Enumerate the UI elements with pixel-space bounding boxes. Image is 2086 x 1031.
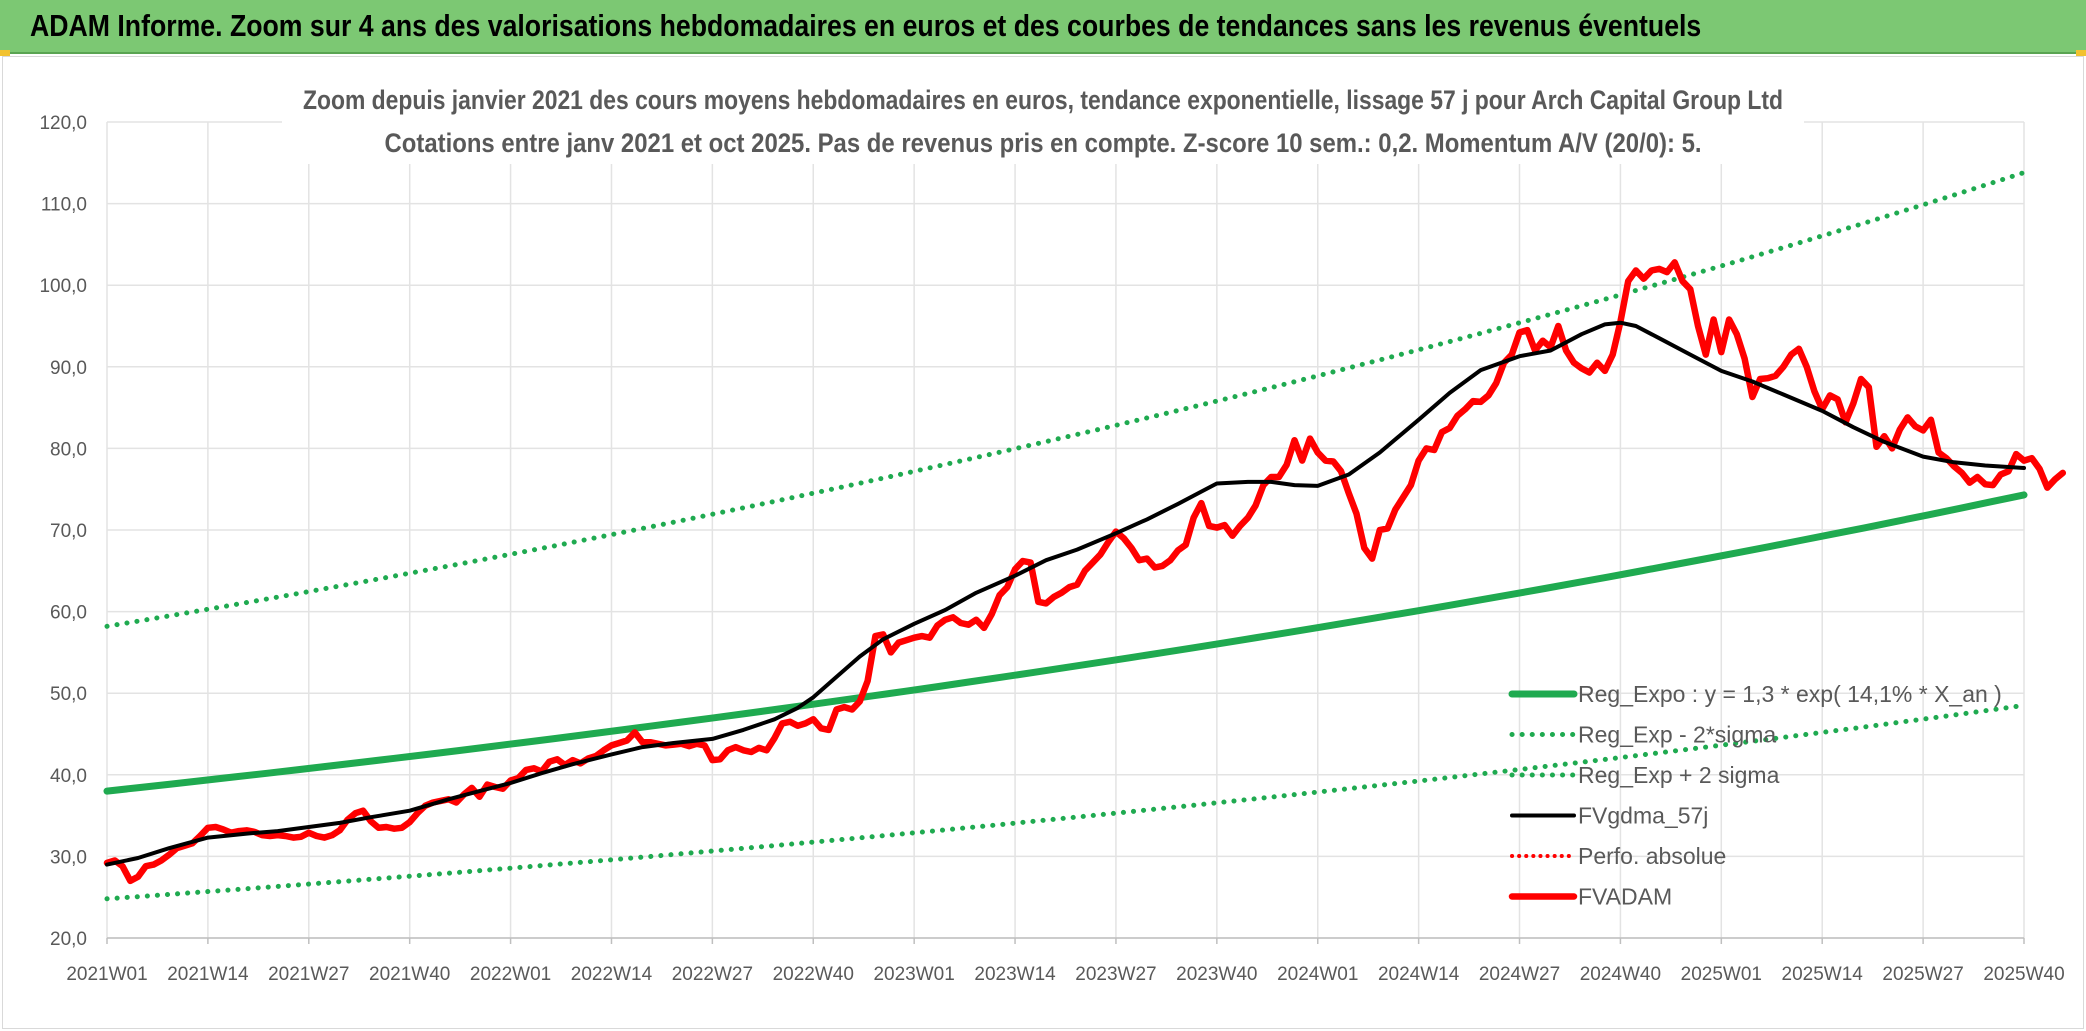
chart-title-background — [282, 78, 1804, 164]
series-line-reg-expo-y-1-3-exp-14-1-x-an — [103, 491, 2028, 795]
banner-corner-right — [2076, 50, 2086, 56]
y-tick-label: 120,0 — [39, 113, 87, 134]
y-axis-ticks: 20,0 30,0 40,0 50,0 60,0 70,0 80,0 90,0 100,0 110… — [39, 113, 87, 950]
x-tick-label: 2022W01 — [470, 964, 551, 985]
x-tick-label: 2022W40 — [773, 964, 854, 985]
x-tick-label: 2023W27 — [1075, 964, 1156, 985]
y-tick-label: 90,0 — [50, 358, 87, 379]
series-line-fvadam — [103, 259, 2067, 885]
x-tick-label: 2021W27 — [268, 964, 349, 985]
y-tick-label: 100,0 — [39, 276, 87, 297]
legend-label-reg-exp-2-sigma: Reg_Exp + 2 sigma — [1578, 762, 1780, 788]
chart-series — [103, 170, 2067, 902]
legend-label-perfo-absolue: Perfo. absolue — [1578, 843, 1726, 869]
x-tick-label: 2022W14 — [571, 964, 653, 985]
x-tick-label: 2024W27 — [1479, 964, 1560, 985]
series-line-reg-exp-2-sigma — [104, 170, 2027, 629]
x-tick-label: 2022W27 — [672, 964, 753, 985]
x-tick-label: 2023W01 — [873, 964, 954, 985]
y-tick-label: 40,0 — [50, 766, 87, 787]
y-tick-label: 110,0 — [41, 195, 87, 216]
legend-label-reg-exp-2-sigma: Reg_Exp - 2*sigma — [1578, 722, 1776, 748]
y-tick-label: 50,0 — [50, 684, 87, 705]
x-tick-label: 2025W14 — [1782, 964, 1864, 985]
legend-label-fvgdma-57j: FVgdma_57j — [1578, 803, 1708, 829]
chart-title: Zoom depuis janvier 2021 des cours moyen… — [303, 85, 1783, 115]
x-tick-label: 2025W27 — [1882, 964, 1963, 985]
series-line-fvgdma-57j — [105, 320, 2026, 867]
legend-label-fvadam: FVADAM — [1578, 884, 1672, 910]
chart-grid — [106, 121, 2025, 944]
x-axis-ticks: 2021W01 2021W14 2021W27 2021W40 2022W01 2022W… — [66, 964, 2064, 985]
x-tick-label: 2025W40 — [1983, 964, 2064, 985]
chart-area — [2, 56, 2084, 1029]
banner-corner-left — [0, 50, 10, 56]
series-line-reg-exp-2-sigma — [104, 702, 2027, 902]
x-tick-label: 2023W40 — [1176, 964, 1257, 985]
x-tick-label: 2024W40 — [1580, 964, 1661, 985]
x-tick-label: 2023W14 — [974, 964, 1056, 985]
y-tick-label: 70,0 — [50, 521, 87, 542]
chart-legend: Reg_Expo : y = 1,3 * exp( 14,1% * X_an )… — [1508, 681, 2002, 910]
chart-subtitle: Cotations entre janv 2021 et oct 2025. P… — [385, 128, 1702, 158]
y-tick-label: 20,0 — [50, 929, 87, 950]
x-tick-label: 2024W14 — [1378, 964, 1460, 985]
legend-label-reg-expo-y-1-3-exp-14-1-x-an: Reg_Expo : y = 1,3 * exp( 14,1% * X_an ) — [1578, 681, 2002, 707]
y-tick-label: 30,0 — [50, 847, 87, 868]
y-tick-label: 60,0 — [50, 603, 87, 624]
chart-titles: Zoom depuis janvier 2021 des cours moyen… — [282, 78, 1804, 164]
x-tick-label: 2025W01 — [1681, 964, 1762, 985]
x-tick-label: 2021W14 — [167, 964, 249, 985]
report-banner: ADAM Informe. Zoom sur 4 ans des valoris… — [0, 0, 2086, 54]
report-banner-title: ADAM Informe. Zoom sur 4 ans des valoris… — [30, 8, 1702, 43]
y-tick-label: 80,0 — [50, 439, 87, 460]
x-tick-label: 2021W01 — [66, 964, 147, 985]
x-tick-label: 2021W40 — [369, 964, 450, 985]
x-tick-label: 2024W01 — [1277, 964, 1358, 985]
